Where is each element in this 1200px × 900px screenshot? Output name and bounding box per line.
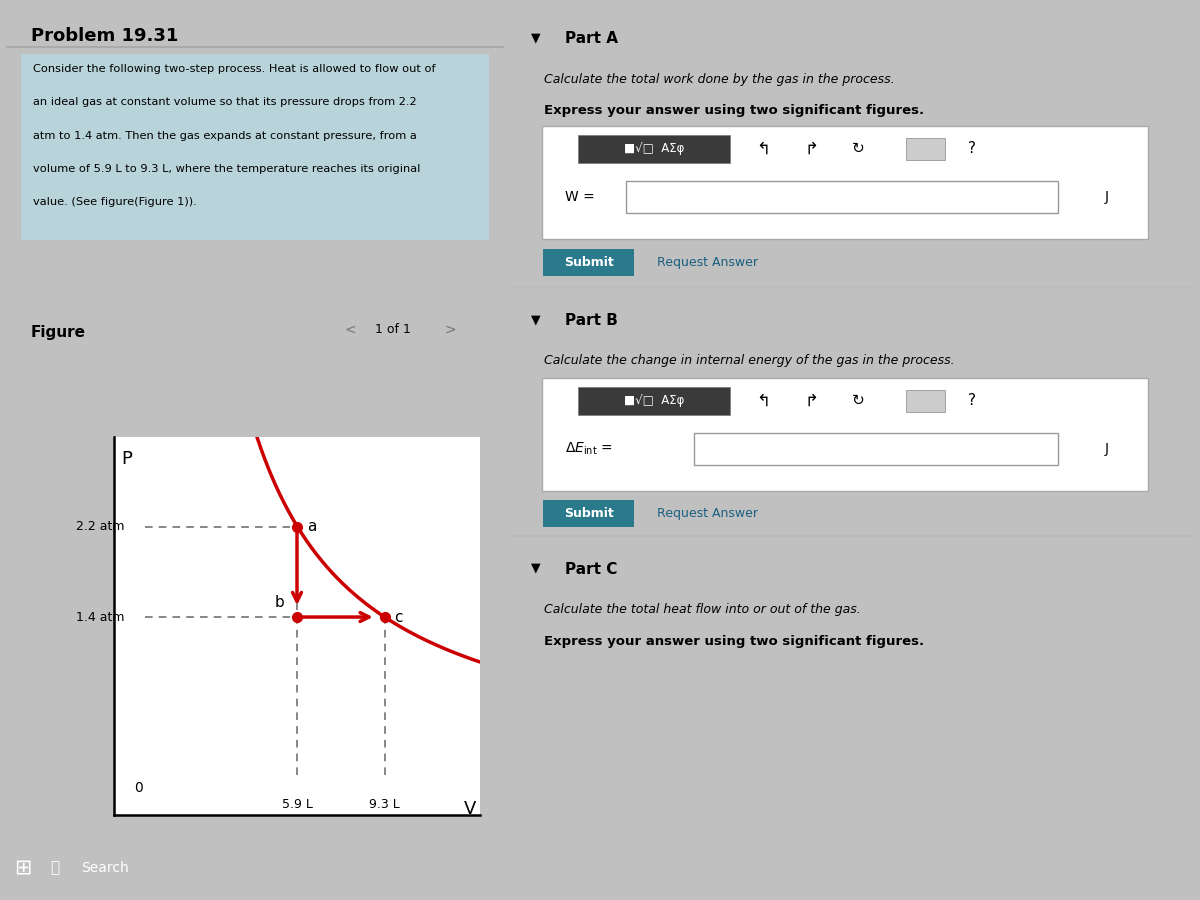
FancyBboxPatch shape: [542, 500, 635, 526]
Text: J: J: [1105, 442, 1109, 456]
Text: ▼: ▼: [530, 32, 540, 44]
Text: Submit: Submit: [564, 256, 613, 269]
Bar: [20, 53, 490, 240]
Text: Submit: Submit: [564, 507, 613, 520]
FancyBboxPatch shape: [542, 249, 635, 275]
Text: atm to 1.4 atm. Then the gas expands at constant pressure, from a: atm to 1.4 atm. Then the gas expands at …: [34, 130, 418, 140]
Text: Figure: Figure: [31, 326, 86, 340]
Text: Express your answer using two significant figures.: Express your answer using two significan…: [545, 634, 924, 648]
Text: ▼: ▼: [530, 313, 540, 326]
FancyBboxPatch shape: [542, 379, 1148, 491]
FancyBboxPatch shape: [694, 433, 1058, 464]
Text: ↰: ↰: [756, 392, 770, 410]
Text: J: J: [1105, 190, 1109, 204]
FancyBboxPatch shape: [906, 138, 946, 159]
Text: ■√□  ΑΣφ: ■√□ ΑΣφ: [624, 394, 684, 408]
Text: P: P: [121, 450, 132, 468]
Text: <: <: [344, 323, 356, 337]
Text: b: b: [275, 595, 284, 610]
Text: ?: ?: [968, 393, 977, 409]
Text: ↱: ↱: [804, 140, 818, 158]
Text: ■√□  ΑΣφ: ■√□ ΑΣφ: [624, 142, 684, 156]
Text: ↻: ↻: [852, 393, 865, 409]
Text: ↻: ↻: [852, 141, 865, 157]
Text: Part C: Part C: [565, 562, 617, 577]
Bar: [6, 46, 504, 48]
Text: 0: 0: [134, 780, 143, 795]
Text: Part A: Part A: [565, 32, 618, 46]
Text: Calculate the total heat flow into or out of the gas.: Calculate the total heat flow into or ou…: [545, 603, 860, 616]
Text: Request Answer: Request Answer: [658, 507, 758, 520]
FancyBboxPatch shape: [542, 127, 1148, 239]
Text: an ideal gas at constant volume so that its pressure drops from 2.2: an ideal gas at constant volume so that …: [34, 97, 418, 107]
Text: 5.9 L: 5.9 L: [282, 797, 312, 811]
Text: Search: Search: [82, 860, 130, 875]
Text: Express your answer using two significant figures.: Express your answer using two significan…: [545, 104, 924, 117]
Text: Request Answer: Request Answer: [658, 256, 758, 269]
FancyBboxPatch shape: [577, 387, 730, 415]
Text: Calculate the total work done by the gas in the process.: Calculate the total work done by the gas…: [545, 73, 895, 86]
Text: ▼: ▼: [530, 562, 540, 575]
Text: value. (See figure(Figure 1)).: value. (See figure(Figure 1)).: [34, 197, 197, 207]
FancyBboxPatch shape: [625, 181, 1058, 212]
Text: ↱: ↱: [804, 392, 818, 410]
Text: Problem 19.31: Problem 19.31: [31, 27, 179, 45]
Text: 2.2 atm: 2.2 atm: [76, 520, 125, 534]
Text: 🔍: 🔍: [50, 860, 60, 875]
Text: 9.3 L: 9.3 L: [370, 797, 400, 811]
Bar: [510, 286, 1194, 288]
Text: 1.4 atm: 1.4 atm: [76, 610, 125, 624]
Text: Calculate the change in internal energy of the gas in the process.: Calculate the change in internal energy …: [545, 355, 955, 367]
Text: V: V: [463, 800, 476, 818]
Text: >: >: [444, 323, 456, 337]
Text: W =: W =: [565, 190, 594, 204]
Text: 1 of 1: 1 of 1: [374, 323, 410, 336]
Text: ?: ?: [968, 141, 977, 157]
FancyBboxPatch shape: [906, 390, 946, 411]
Text: ↰: ↰: [756, 140, 770, 158]
Text: Part B: Part B: [565, 313, 618, 328]
Text: ⊞: ⊞: [14, 858, 32, 878]
Text: c: c: [394, 609, 402, 625]
FancyBboxPatch shape: [577, 135, 730, 163]
Text: Consider the following two-step process. Heat is allowed to flow out of: Consider the following two-step process.…: [34, 64, 436, 75]
Text: a: a: [307, 519, 317, 535]
Text: $\Delta E_{\mathrm{int}}$ =: $\Delta E_{\mathrm{int}}$ =: [565, 441, 612, 457]
Text: volume of 5.9 L to 9.3 L, where the temperature reaches its original: volume of 5.9 L to 9.3 L, where the temp…: [34, 164, 421, 174]
